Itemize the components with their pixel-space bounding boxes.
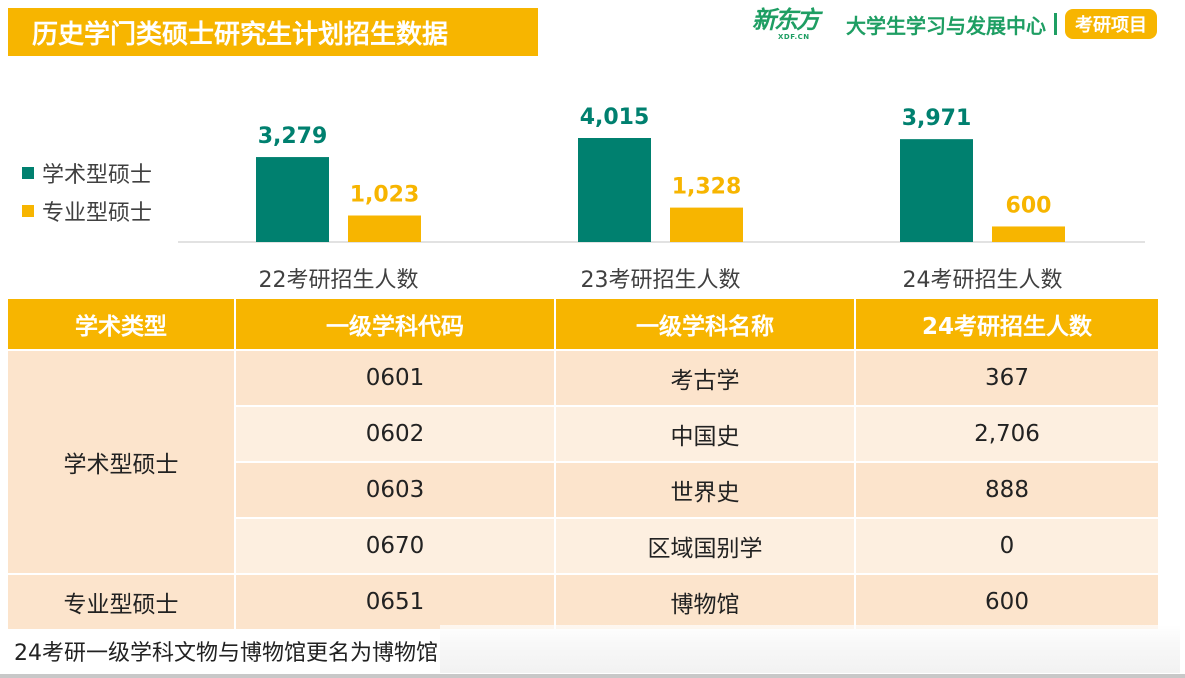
name-cell: 考古学 (556, 349, 856, 405)
enrollment-table: 学术类型 一级学科代码 一级学科名称 24考研招生人数 学术型硕士 0601 考… (8, 299, 1158, 629)
name-cell: 区域国别学 (556, 517, 856, 573)
brand-logo-subtext: XDF.CN (778, 33, 810, 41)
bar-professional-0 (348, 215, 421, 242)
table-header-row: 学术类型 一级学科代码 一级学科名称 24考研招生人数 (8, 299, 1158, 349)
data-label-professional-1: 1,328 (672, 175, 742, 200)
table-row: 专业型硕士 0651 博物馆 600 (8, 573, 1158, 629)
header-code: 一级学科代码 (236, 299, 556, 349)
count-cell: 600 (856, 573, 1158, 629)
skyline-decoration (440, 625, 1180, 673)
legend-item-academic: 学术型硕士 (22, 154, 152, 192)
code-cell: 0602 (236, 405, 556, 461)
data-label-academic-1: 4,015 (580, 105, 650, 130)
code-cell: 0651 (236, 573, 556, 629)
category-label-1: 23考研招生人数 (581, 268, 741, 293)
bottom-divider (0, 674, 1185, 678)
bar-chart: 3,279 1,023 22考研招生人数 4,015 1,328 23考研招生人数 3,97… (178, 105, 1145, 293)
brand-project-badge: 考研项目 (1065, 9, 1157, 39)
table-row: 学术型硕士 0601 考古学 367 (8, 349, 1158, 573)
legend-swatch-academic (22, 167, 34, 179)
legend-label-academic: 学术型硕士 (42, 163, 153, 188)
brand-center-name: 大学生学习与发展中心 (846, 13, 1046, 38)
count-cell: 367 (856, 349, 1158, 405)
count-cell: 888 (856, 461, 1158, 517)
count-cell: 0 (856, 517, 1158, 573)
header-type: 学术类型 (8, 299, 236, 349)
code-cell: 0601 (236, 349, 556, 405)
brand-header: 新东方 XDF.CN 大学生学习与发展中心 考研项目 (752, 5, 1157, 42)
table-row: 0670 区域国别学 0 (8, 517, 1158, 573)
data-label-professional-0: 1,023 (350, 183, 420, 208)
name-cell: 中国史 (556, 405, 856, 461)
type-cell: 学术型硕士 (8, 349, 236, 573)
bar-academic-0 (256, 157, 329, 242)
brand-divider (1054, 13, 1057, 35)
bar-academic-2 (900, 139, 973, 242)
name-cell: 世界史 (556, 461, 856, 517)
legend-label-professional: 专业型硕士 (42, 201, 153, 226)
header-name: 一级学科名称 (556, 299, 856, 349)
header-count: 24考研招生人数 (856, 299, 1158, 349)
table-row: 0603 世界史 888 (8, 461, 1158, 517)
data-label-professional-2: 600 (1006, 193, 1052, 218)
data-label-academic-0: 3,279 (258, 124, 328, 149)
count-cell: 2,706 (856, 405, 1158, 461)
category-label-0: 22考研招生人数 (259, 268, 419, 293)
page-title: 历史学门类硕士研究生计划招生数据 (8, 8, 538, 56)
code-cell: 0603 (236, 461, 556, 517)
bar-professional-2 (992, 226, 1065, 242)
bar-professional-1 (670, 207, 743, 242)
code-cell: 0670 (236, 517, 556, 573)
data-label-academic-2: 3,971 (902, 106, 972, 131)
brand-logo: 新东方 XDF.CN (752, 5, 838, 42)
table-row: 0602 中国史 2,706 (8, 405, 1158, 461)
bar-academic-1 (578, 138, 651, 242)
category-label-2: 24考研招生人数 (903, 268, 1063, 293)
legend-item-professional: 专业型硕士 (22, 192, 152, 230)
chart-legend: 学术型硕士 专业型硕士 (22, 154, 152, 230)
footnote: 24考研一级学科文物与博物馆更名为博物馆 (14, 641, 438, 666)
brand-logo-text: 新东方 (752, 5, 820, 34)
legend-swatch-professional (22, 205, 34, 217)
name-cell: 博物馆 (556, 573, 856, 629)
type-cell: 专业型硕士 (8, 573, 236, 629)
